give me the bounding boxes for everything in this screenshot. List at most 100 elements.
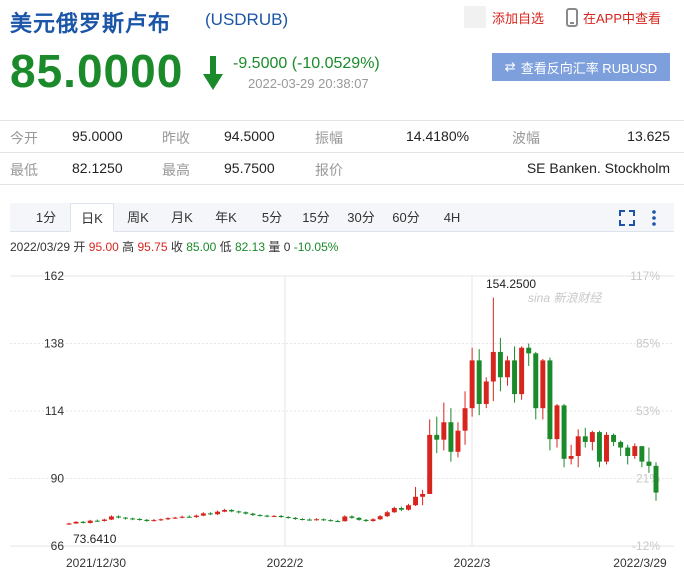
candle-body: [278, 515, 284, 518]
stat-value-low: 82.1250: [72, 160, 123, 176]
tab-5min[interactable]: 5分: [261, 210, 283, 225]
candle-body: [483, 381, 489, 404]
more-vertical-icon[interactable]: [648, 209, 660, 227]
candle-body: [646, 461, 652, 466]
candle-body: [80, 521, 86, 523]
tab-30min[interactable]: 30分: [347, 210, 375, 225]
candle-body: [568, 456, 574, 459]
candle-body: [441, 422, 447, 440]
candle-body: [314, 519, 320, 521]
candle-body: [363, 519, 369, 521]
tab-1min[interactable]: 1分: [35, 210, 57, 225]
ohlc-volume: 0: [283, 240, 291, 254]
stat-value-prev-close: 94.5000: [224, 128, 275, 144]
current-price: 85.0000: [10, 45, 184, 97]
candle-body: [490, 351, 496, 382]
candle-body: [200, 513, 206, 516]
candle-body: [455, 430, 461, 452]
y-tick-label: 66: [51, 539, 65, 553]
y-pct-tick-label: -12%: [632, 539, 660, 553]
x-tick-label: 2022/3: [454, 556, 491, 570]
candle-body: [596, 432, 602, 462]
ohlc-close: 85.00: [186, 240, 217, 254]
tab-daily-k[interactable]: 日K: [70, 203, 114, 232]
candle-body: [299, 519, 305, 520]
ohlc-high-label: 高: [122, 240, 135, 254]
candle-body: [398, 508, 404, 510]
reverse-rate-button[interactable]: ⇄ 查看反向汇率 RUBUSD: [492, 53, 670, 81]
candle-body: [342, 516, 348, 522]
candle-body: [222, 510, 228, 512]
candle-body: [405, 505, 411, 510]
candle-body: [306, 519, 312, 521]
candle-body: [236, 511, 242, 513]
candle-body: [130, 518, 136, 520]
tab-4h[interactable]: 4H: [443, 210, 461, 225]
candle-body: [250, 513, 256, 516]
stat-label-high: 最高: [162, 162, 190, 178]
currency-code: (USDRUB): [205, 10, 289, 29]
candle-body: [116, 516, 121, 518]
stat-value-range: 13.625: [627, 128, 670, 144]
add-favorite-label: 添加自选: [492, 10, 545, 26]
ohlc-high: 95.75: [137, 240, 168, 254]
tab-15min[interactable]: 15分: [302, 210, 330, 225]
candle-body: [384, 512, 390, 517]
candle-body: [165, 518, 171, 520]
chart-grid: [10, 275, 674, 547]
candle-body: [554, 405, 560, 440]
stat-label-range: 波幅: [512, 130, 540, 146]
candle-body: [413, 496, 419, 506]
ohlc-low-label: 低: [219, 240, 232, 254]
down-arrow-icon: [203, 56, 223, 90]
candle-body: [285, 517, 291, 519]
add-favorite-button[interactable]: 添加自选: [464, 6, 544, 28]
candle-body: [547, 360, 553, 440]
candle-body: [653, 465, 659, 493]
candle-body: [370, 519, 376, 521]
ohlc-summary: 2022/03/29 开 95.00 高 95.75 收 85.00 低 82.…: [10, 238, 338, 255]
ohlc-volume-label: 量: [268, 240, 281, 254]
stat-value-amplitude: 14.4180%: [406, 128, 470, 144]
candle-body: [391, 508, 397, 513]
candle-body: [639, 446, 645, 462]
min-price-label: 73.6410: [73, 532, 117, 546]
chart-period-tabs: 1分 日K 周K 月K 年K 5分 15分 30分 60分 4H: [10, 203, 674, 232]
y-pct-tick-label: 117%: [630, 269, 660, 283]
candle-body: [321, 519, 327, 521]
candle-body: [172, 517, 178, 519]
stat-label-open: 今开: [10, 130, 38, 146]
tab-monthly-k[interactable]: 月K: [171, 210, 193, 225]
candle-body: [604, 434, 609, 462]
candle-body: [179, 516, 185, 518]
view-in-app-link[interactable]: 在APP中查看: [566, 8, 661, 27]
tab-60min[interactable]: 60分: [392, 210, 420, 225]
quote-timestamp: 2022-03-29 20:38:07: [248, 76, 369, 91]
candle-body: [137, 519, 143, 520]
stat-value-quote-source: SE Banken. Stockholm: [526, 160, 670, 176]
divider: [0, 184, 684, 185]
candle-body: [618, 441, 624, 448]
candle-body: [193, 515, 199, 518]
candle-body: [151, 520, 157, 522]
candle-body: [625, 447, 631, 456]
ohlc-close-label: 收: [170, 240, 183, 254]
candle-body: [575, 436, 581, 456]
candle-body: [533, 353, 539, 409]
candle-body: [73, 521, 79, 524]
candle-body: [434, 434, 440, 440]
fullscreen-icon[interactable]: [618, 209, 636, 227]
candle-body: [328, 520, 334, 522]
y-pct-tick-label: 53%: [636, 404, 660, 418]
candle-body: [356, 517, 362, 520]
x-tick-label: 2022/3/29: [613, 556, 667, 570]
candle-body: [519, 347, 525, 395]
tab-weekly-k[interactable]: 周K: [127, 210, 149, 225]
candle-body: [207, 513, 213, 515]
divider: [0, 120, 684, 121]
candle-body: [505, 360, 510, 378]
tab-yearly-k[interactable]: 年K: [215, 210, 237, 225]
stat-label-prev-close: 昨收: [162, 130, 190, 146]
candle-body: [215, 511, 220, 515]
